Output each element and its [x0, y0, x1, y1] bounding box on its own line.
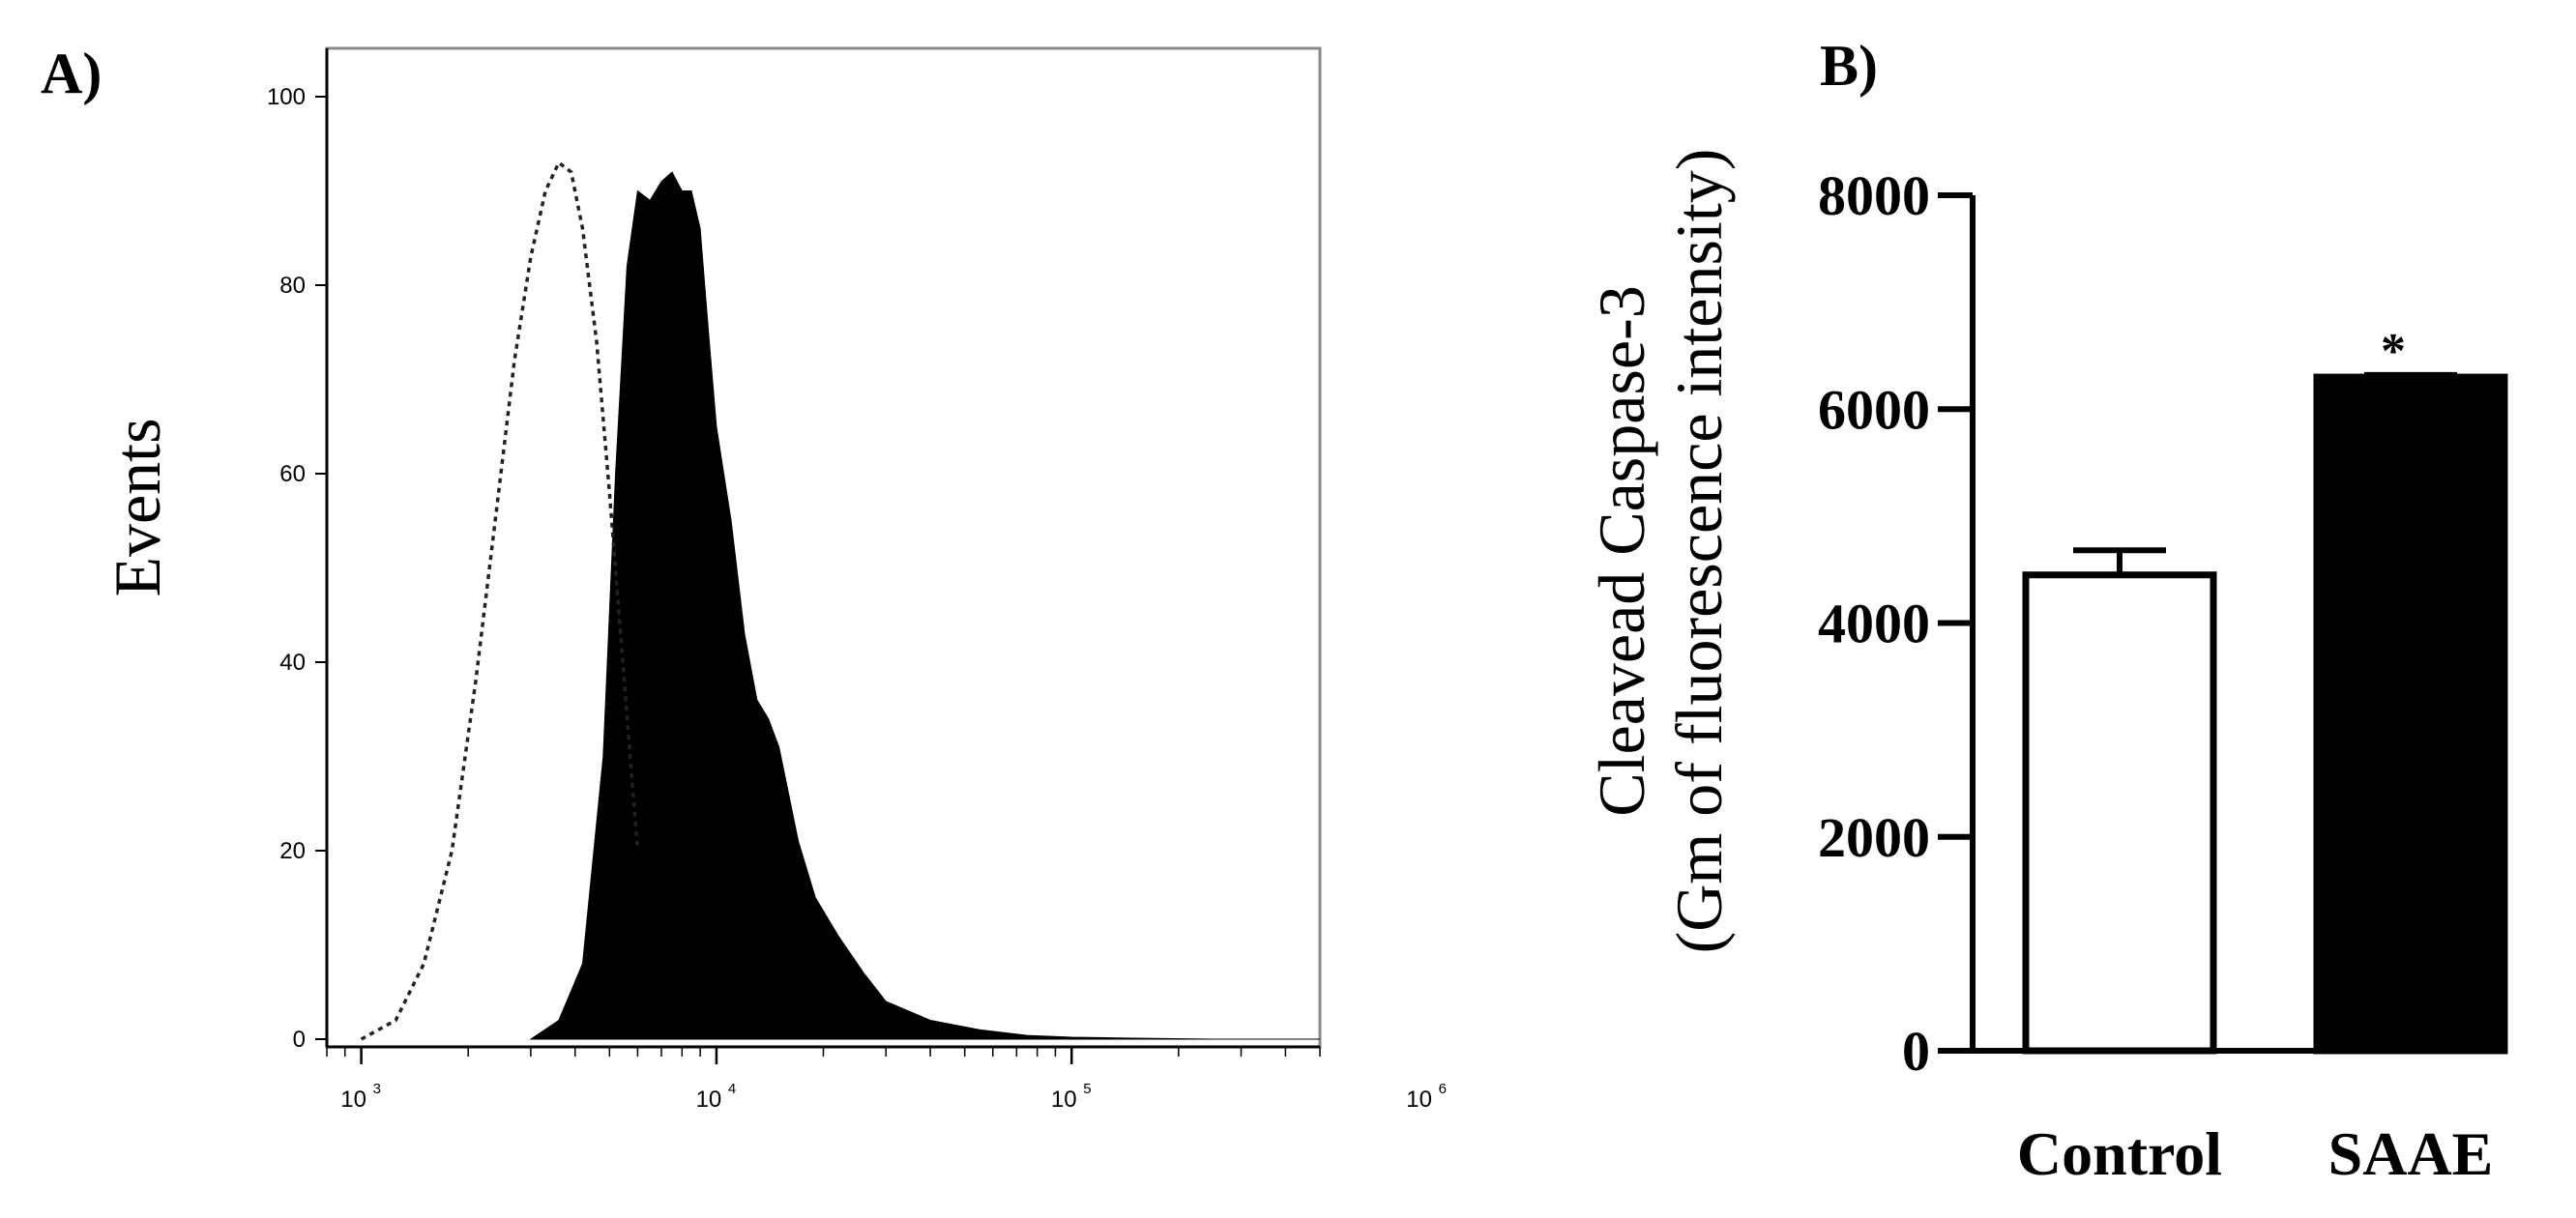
histogram-x-tick-exponent: 4 — [728, 1081, 736, 1097]
bar-y-tick-label: 0 — [1902, 1020, 1930, 1083]
bar-y-axis-label: Cleavead Caspase-3 (Gm of fluorescence i… — [1585, 149, 1736, 954]
bar-saae — [2313, 373, 2508, 1055]
bar-category-label: SAAE — [2328, 1119, 2494, 1188]
histogram-x-tick-exponent: 5 — [1083, 1081, 1091, 1097]
bar-y-tick-label: 2000 — [1818, 806, 1930, 869]
histogram-x-tick-label: 10 — [340, 1087, 366, 1113]
bar-y-ticks: 0 2000 4000 6000 8000 — [1818, 164, 1973, 1083]
histogram-y-tick-label: 20 — [279, 838, 306, 864]
bar-panel: B) Cleavead Caspase-3 (Gm of fluorescenc… — [1585, 34, 2508, 1188]
histogram-x-tick-label: 10 — [1051, 1087, 1077, 1113]
bar-y-axis-label-line2: (Gm of fluorescence intensity) — [1662, 149, 1736, 954]
histogram-y-tick-label: 0 — [293, 1027, 306, 1053]
panel-a-label: A) — [41, 42, 102, 105]
histogram-y-ticks: 0 20 40 60 80 100 — [267, 84, 327, 1053]
bar-control — [2022, 571, 2217, 1055]
bar-y-tick-label: 8000 — [1818, 164, 1930, 227]
histogram-x-tick-exponent: 6 — [1439, 1081, 1447, 1097]
histogram-x-tick-label: 10 — [696, 1087, 722, 1113]
stained-histogram — [529, 171, 1320, 1040]
histogram-x-ticks: 10 3 10 4 10 5 10 6 — [326, 1047, 1447, 1113]
histogram-x-tick-exponent: 3 — [373, 1081, 381, 1097]
significance-marker: * — [2381, 324, 2406, 379]
bar-y-axis-label-line1: Cleavead Caspase-3 — [1585, 285, 1658, 816]
control-histogram — [360, 160, 640, 1041]
bar-y-tick-label: 6000 — [1818, 378, 1930, 441]
histogram-y-axis-label: Events — [101, 418, 174, 596]
histogram-y-tick-label: 60 — [279, 461, 306, 487]
histogram-panel: A) Events 0 20 40 60 80 100 10 3 10 4 10 5 10 6 — [41, 42, 1447, 1113]
panel-b-label: B) — [1820, 34, 1878, 98]
bar-category-label: Control — [2017, 1119, 2222, 1188]
histogram-plot-frame — [325, 46, 1322, 1049]
histogram-y-tick-label: 40 — [279, 650, 306, 676]
bar-category-labels: Control SAAE — [2017, 1119, 2493, 1188]
bar-marks: * — [2022, 324, 2508, 1055]
histogram-x-tick-label: 10 — [1406, 1087, 1432, 1113]
bar-y-tick-label: 4000 — [1818, 593, 1930, 655]
histogram-y-tick-label: 100 — [267, 84, 306, 110]
histogram-y-tick-label: 80 — [279, 273, 306, 299]
